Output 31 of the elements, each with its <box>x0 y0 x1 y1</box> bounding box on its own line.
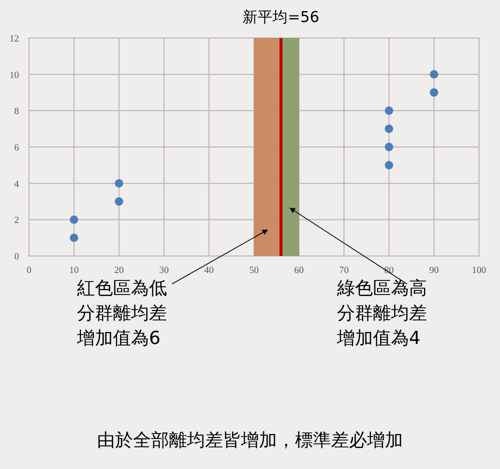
x-tick-label: 100 <box>472 266 486 276</box>
y-tick-label: 8 <box>14 107 20 118</box>
point <box>384 142 394 152</box>
y-tick-label: 6 <box>14 144 20 154</box>
x-tick-label: 30 <box>159 266 169 276</box>
point <box>384 160 394 170</box>
point <box>70 215 78 224</box>
point <box>114 197 124 206</box>
x-tick-label: 60 <box>294 266 304 276</box>
y-tick-label: 0 <box>14 252 20 262</box>
x-tick-label: 70 <box>339 266 349 276</box>
x-tick-label: 0 <box>26 266 32 276</box>
point <box>384 124 394 134</box>
x-tick-label: 90 <box>429 266 439 276</box>
x-tick-label: 10 <box>69 266 79 276</box>
y-tick-label: 2 <box>14 216 20 226</box>
y-tick-label: 12 <box>10 34 20 44</box>
y-tick-label: 4 <box>14 180 20 190</box>
point <box>384 106 394 115</box>
point <box>70 234 78 242</box>
point <box>114 179 124 188</box>
x-tick-label: 40 <box>204 266 214 276</box>
point <box>430 88 438 97</box>
ref-line-label: 新平均=56 <box>242 8 320 26</box>
text: 紅色區為低分群離均差增加值為6 <box>76 278 167 349</box>
text: 由於全部離均差皆增加，標準差必增加 <box>97 430 403 451</box>
point <box>430 70 438 79</box>
x-tick-label: 20 <box>114 266 124 276</box>
text: 綠色區為高分群離均差增加值為4 <box>336 278 427 349</box>
y-tick-label: 10 <box>10 70 20 81</box>
x-tick-label: 50 <box>249 266 259 276</box>
